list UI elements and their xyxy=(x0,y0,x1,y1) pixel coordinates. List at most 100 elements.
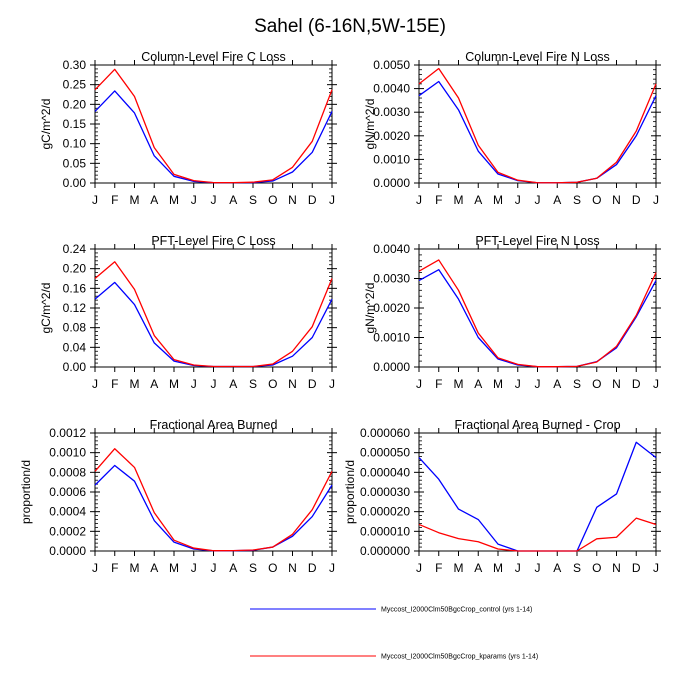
y-tick-label: 0.0000 xyxy=(373,360,410,374)
x-tick-label: S xyxy=(573,561,581,575)
y-tick-label: 0.20 xyxy=(63,262,87,276)
series-line-kparams xyxy=(94,448,333,552)
y-axis-label: gC/m^2/d xyxy=(39,283,53,334)
y-tick-label: 0.000010 xyxy=(360,524,410,538)
x-tick-label: J xyxy=(416,561,422,575)
x-tick-label: S xyxy=(249,193,257,207)
x-tick-label: M xyxy=(493,561,503,575)
x-tick-label: N xyxy=(288,561,297,575)
legend-label-control: Myccost_I2000Clm50BgcCrop_control (yrs 1… xyxy=(381,607,532,614)
x-tick-label: J xyxy=(191,561,197,575)
panel-title: PFT-Level Fire C Loss xyxy=(151,234,275,248)
y-tick-label: 0.24 xyxy=(63,242,87,256)
x-tick-label: J xyxy=(515,561,521,575)
legend-label-kparams: Myccost_I2000Clm50BgcCrop_kparams (yrs 1… xyxy=(381,654,538,661)
x-tick-label: O xyxy=(268,377,277,391)
x-tick-label: A xyxy=(553,561,561,575)
y-tick-label: 0.0006 xyxy=(49,485,86,499)
y-tick-label: 0.16 xyxy=(63,281,87,295)
series-line-kparams xyxy=(418,67,657,184)
series-line-control xyxy=(418,80,657,184)
plot-frame xyxy=(94,64,333,184)
x-tick-label: J xyxy=(416,377,422,391)
x-tick-label: J xyxy=(535,377,541,391)
x-tick-label: D xyxy=(632,561,641,575)
panel-title: Column-Level Fire C Loss xyxy=(141,50,286,64)
series-line-kparams xyxy=(94,68,333,184)
y-tick-label: 0.15 xyxy=(63,117,87,131)
x-tick-label: D xyxy=(308,561,317,575)
panel-title: Fractional Area Burned xyxy=(150,418,278,432)
x-tick-label: M xyxy=(130,193,140,207)
y-tick-label: 0.000060 xyxy=(360,426,410,440)
x-tick-label: J xyxy=(653,193,659,207)
series-line-control xyxy=(94,281,333,368)
x-tick-label: M xyxy=(454,561,464,575)
y-tick-label: 0.30 xyxy=(63,58,87,72)
x-tick-label: A xyxy=(474,193,482,207)
x-tick-label: A xyxy=(474,561,482,575)
y-tick-label: 0.25 xyxy=(63,78,87,92)
y-tick-label: 0.0030 xyxy=(373,272,410,286)
panel-title: PFT-Level Fire N Loss xyxy=(475,234,599,248)
x-tick-label: A xyxy=(553,193,561,207)
x-tick-label: J xyxy=(92,193,98,207)
x-tick-label: J xyxy=(329,377,335,391)
x-tick-label: J xyxy=(653,377,659,391)
plot-frame xyxy=(94,248,333,368)
y-tick-label: 0.0002 xyxy=(49,524,86,538)
x-tick-label: J xyxy=(211,193,217,207)
x-tick-label: M xyxy=(130,377,140,391)
x-tick-label: F xyxy=(111,561,118,575)
x-tick-label: J xyxy=(329,561,335,575)
plot-frame xyxy=(94,432,333,552)
y-tick-label: 0.04 xyxy=(63,340,87,354)
x-tick-label: J xyxy=(535,193,541,207)
x-tick-label: J xyxy=(191,377,197,391)
y-tick-label: 0.000000 xyxy=(360,544,410,558)
x-tick-label: M xyxy=(454,377,464,391)
x-tick-label: D xyxy=(632,377,641,391)
y-tick-label: 0.0010 xyxy=(49,446,86,460)
x-tick-label: A xyxy=(229,193,237,207)
x-tick-label: A xyxy=(229,561,237,575)
y-tick-label: 0.0030 xyxy=(373,105,410,119)
y-axis-label: proportion/d xyxy=(343,460,357,524)
y-tick-label: 0.000040 xyxy=(360,465,410,479)
y-tick-label: 0.0040 xyxy=(373,82,410,96)
figure-title: Sahel (6-16N,5W-15E) xyxy=(254,16,446,37)
y-tick-label: 0.000050 xyxy=(360,446,410,460)
x-tick-label: O xyxy=(592,561,601,575)
y-tick-label: 0.000030 xyxy=(360,485,410,499)
x-tick-label: M xyxy=(493,377,503,391)
y-axis-label: gN/m^2/d xyxy=(363,283,377,334)
y-tick-label: 0.0040 xyxy=(373,242,410,256)
x-tick-label: M xyxy=(130,561,140,575)
x-tick-label: N xyxy=(612,193,621,207)
x-tick-label: M xyxy=(493,193,503,207)
x-tick-label: F xyxy=(435,377,442,391)
panel-title: Column-Level Fire N Loss xyxy=(465,50,610,64)
y-tick-label: 0.0004 xyxy=(49,505,86,519)
y-tick-label: 0.0000 xyxy=(49,544,86,558)
y-axis-label: proportion/d xyxy=(19,460,33,524)
x-tick-label: F xyxy=(435,193,442,207)
x-tick-label: A xyxy=(150,193,158,207)
series-line-control xyxy=(94,464,333,552)
x-tick-label: O xyxy=(592,193,601,207)
x-tick-label: M xyxy=(169,377,179,391)
y-axis-label: gN/m^2/d xyxy=(363,99,377,150)
y-tick-label: 0.00 xyxy=(63,360,87,374)
y-tick-label: 0.12 xyxy=(63,301,87,315)
series-line-control xyxy=(418,441,657,552)
x-tick-label: J xyxy=(211,377,217,391)
y-tick-label: 0.00 xyxy=(63,176,87,190)
x-tick-label: D xyxy=(632,193,641,207)
y-tick-label: 0.0008 xyxy=(49,465,86,479)
x-tick-label: F xyxy=(111,377,118,391)
